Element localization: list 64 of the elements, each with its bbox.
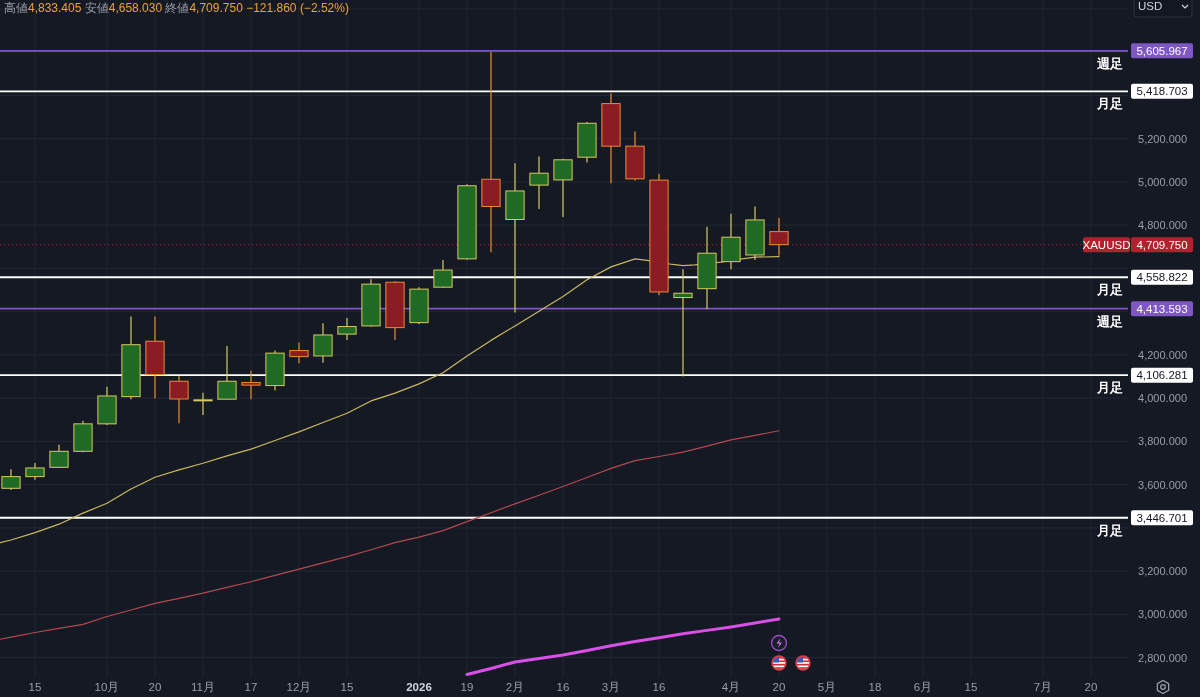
- y-tick-label: 3,000.000: [1138, 608, 1187, 621]
- line-series: [465, 617, 781, 676]
- ref-line-label: 月足: [1096, 96, 1123, 112]
- candlestick: [673, 268, 693, 378]
- ref-line-label: 月足: [1096, 282, 1123, 298]
- x-tick-label: 7月: [1033, 681, 1053, 693]
- ref-line-label: 月足: [1096, 522, 1123, 538]
- y-tick-label: 2,800.000: [1138, 651, 1187, 664]
- annotation: 4,106.281: [1136, 369, 1188, 382]
- y-tick-label: 3,600.000: [1138, 478, 1187, 491]
- x-tick-label: 20: [148, 681, 162, 693]
- ref-line-label: XAUUSD: [1082, 238, 1131, 251]
- x-tick-label: 16: [556, 681, 570, 693]
- annotation: 5,605.967: [1136, 44, 1188, 57]
- x-tick-label: 15: [28, 681, 42, 693]
- x-tick-label: 20: [1084, 681, 1098, 693]
- x-tick-label: 10月: [94, 681, 120, 693]
- candlestick: [313, 322, 333, 364]
- annotation: 3,446.701: [1136, 511, 1188, 524]
- x-tick-label: 16: [652, 681, 666, 693]
- candlestick: [217, 345, 237, 400]
- candlestick: [241, 370, 261, 400]
- y-tick-label: 3,200.000: [1138, 565, 1187, 578]
- annotation: 4,413.593: [1136, 302, 1188, 315]
- x-tick-label: 15: [340, 681, 354, 693]
- candlestick: [49, 444, 69, 469]
- candlestick: [553, 158, 573, 218]
- x-tick-label: 20: [772, 681, 786, 693]
- candlestick: [193, 392, 213, 416]
- line-series: [0, 256, 780, 544]
- y-tick-label: 4,000.000: [1138, 392, 1187, 405]
- x-tick-label: 6月: [913, 681, 933, 693]
- y-tick-label: 5,000.000: [1138, 175, 1187, 188]
- x-tick-label: 5月: [817, 681, 837, 693]
- candlestick: [289, 341, 309, 364]
- y-tick-label: 3,800.000: [1138, 435, 1187, 448]
- ref-line-label: 週足: [1096, 55, 1123, 71]
- ref-line-label: 月足: [1096, 380, 1123, 396]
- x-tick-label: 19: [460, 681, 474, 693]
- y-tick-label: 4,200.000: [1138, 348, 1187, 361]
- ref-line-label: 週足: [1096, 313, 1123, 329]
- x-tick-label: 3月: [601, 681, 621, 693]
- x-tick-label: 11月: [191, 681, 215, 693]
- annotation: 4,558.822: [1136, 271, 1188, 284]
- x-tick-label: 17: [244, 681, 258, 693]
- x-tick-label: 2月: [505, 681, 525, 693]
- candlestick: [529, 155, 549, 210]
- x-tick-label: 18: [868, 681, 882, 693]
- text: USD: [1138, 0, 1163, 12]
- annotation: 4,709.750: [1136, 238, 1188, 251]
- x-tick-label: 4月: [721, 681, 741, 693]
- candlestick: [337, 317, 357, 341]
- y-tick-label: 4,800.000: [1138, 219, 1187, 232]
- candlestick: [769, 217, 789, 257]
- candlestick: [1, 468, 21, 491]
- annotation: 高値4,833.405 安値4,658.030 終値4,709.750 −121.860 (−2.52%): [4, 1, 349, 15]
- candlestick: [169, 375, 189, 424]
- annotation: 5,418.703: [1136, 85, 1188, 98]
- line-series: [0, 430, 780, 640]
- y-tick-label: 5,200.000: [1138, 132, 1187, 145]
- x-tick-label: 12月: [286, 681, 312, 693]
- x-tick-label: 2026: [406, 681, 432, 693]
- x-tick-label: 15: [964, 681, 978, 693]
- candlestick: [433, 259, 453, 289]
